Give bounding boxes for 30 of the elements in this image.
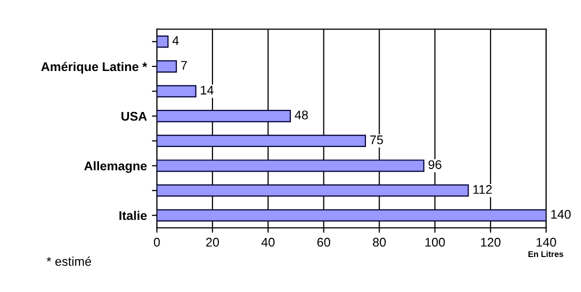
bar <box>156 110 291 122</box>
y-tick-label: Allemagne <box>84 161 147 173</box>
y-tick-label: Italie <box>120 210 147 220</box>
x-tick-label: 60 <box>317 238 330 247</box>
x-tick-label: 120 <box>481 238 500 247</box>
bar <box>156 35 169 48</box>
data-label: 96 <box>428 160 442 170</box>
bar <box>156 209 546 222</box>
y-tick-label: USA <box>122 112 147 121</box>
data-label: 112 <box>473 185 492 194</box>
bar <box>156 134 366 148</box>
x-tick-label: 80 <box>372 238 386 247</box>
bar <box>156 60 177 73</box>
text: * estimé <box>46 256 92 266</box>
data-label: 48 <box>294 110 308 120</box>
x-tick-label: 20 <box>206 238 219 247</box>
x-tick-label: 100 <box>425 238 445 247</box>
bar <box>156 160 424 172</box>
y-tick-label: Amérique Latine * <box>41 62 148 74</box>
bar <box>156 184 469 197</box>
x-tick-label: 0 <box>154 238 160 247</box>
data-label: 14 <box>200 86 214 94</box>
bar <box>156 85 196 98</box>
data-label: 7 <box>181 61 187 70</box>
data-label: 75 <box>370 136 383 144</box>
x-tick-label: 140 <box>536 238 556 247</box>
data-label: 140 <box>551 210 571 219</box>
text: En Litres <box>528 250 564 258</box>
data-label: 4 <box>172 36 179 45</box>
x-tick-label: 40 <box>261 238 275 247</box>
